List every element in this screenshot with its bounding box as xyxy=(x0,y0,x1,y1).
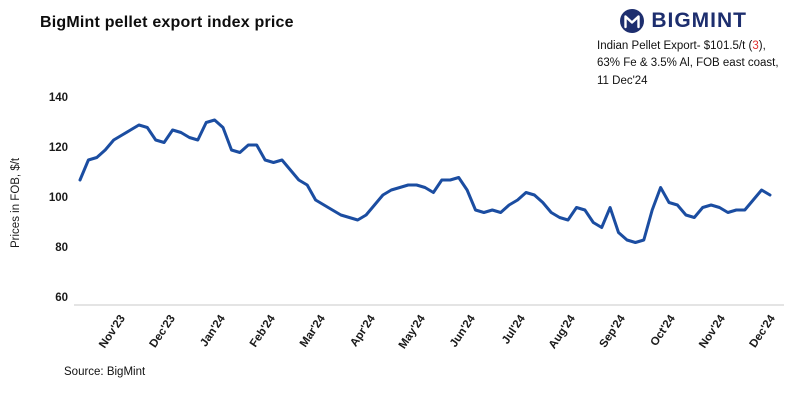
y-tick-label: 100 xyxy=(48,192,68,204)
source-note: Source: BigMint xyxy=(64,366,146,378)
y-axis-title: Prices in FOB, $/t xyxy=(10,157,22,248)
bigmint-logo-text: BIGMINT xyxy=(651,9,747,32)
annotation-line2: 63% Fe & 3.5% Al, FOB east coast, xyxy=(597,57,779,70)
y-tick-label: 60 xyxy=(55,292,68,304)
y-tick-label: 140 xyxy=(48,92,68,104)
y-tick-label: 120 xyxy=(48,142,68,154)
page-title: BigMint pellet export index price xyxy=(40,14,294,31)
annotation-line3: 11 Dec'24 xyxy=(597,74,648,87)
annotation-line1-suffix: ), xyxy=(758,40,766,52)
bigmint-logo-icon xyxy=(620,9,645,33)
annotation-change-value: 3 xyxy=(752,40,759,52)
y-tick-label: 80 xyxy=(55,242,68,254)
price-line-series xyxy=(78,118,772,244)
bigmint-logo: BIGMINT xyxy=(619,8,747,34)
price-line-chart xyxy=(74,118,784,306)
annotation-line1-prefix: Indian Pellet Export- $101.5/t ( xyxy=(597,40,753,52)
latest-price-annotation: Indian Pellet Export- $101.5/t (3), 63% … xyxy=(597,38,793,90)
